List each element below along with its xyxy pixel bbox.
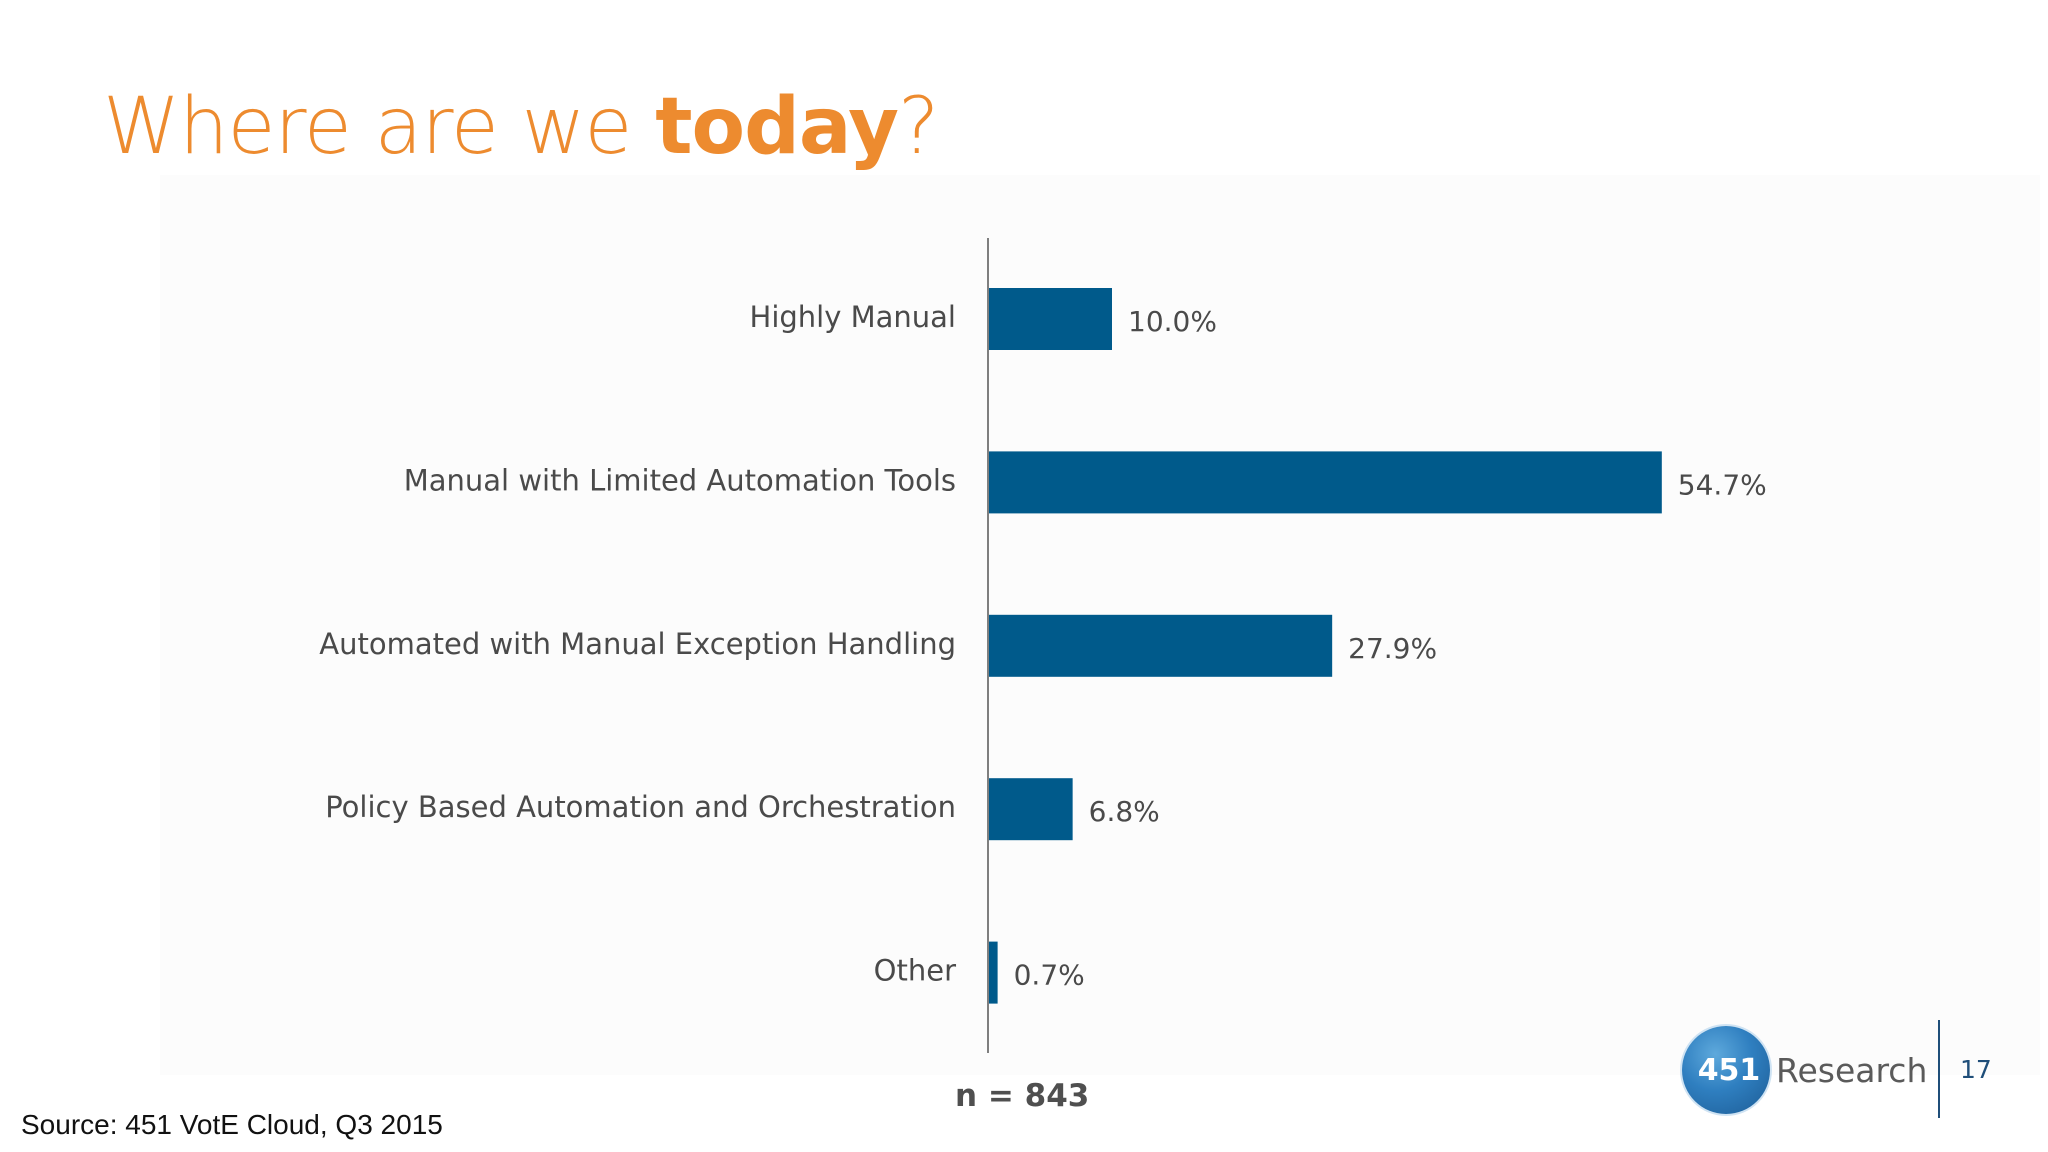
category-label: Other	[874, 954, 956, 988]
bar-value-label: 0.7%	[1014, 959, 1085, 992]
brand-divider	[1938, 1020, 1940, 1118]
bar	[989, 778, 1073, 841]
title-prefix: Where are we	[103, 82, 656, 172]
logo-number: 451	[1697, 1052, 1761, 1088]
page-number: 17	[1960, 1055, 1992, 1084]
brand-logo: 451 Research	[1682, 1022, 1927, 1118]
bar-value-label: 27.9%	[1348, 632, 1437, 665]
category-label: Manual with Limited Automation Tools	[404, 463, 956, 497]
title-emphasis: today	[655, 82, 899, 172]
title-suffix: ?	[898, 82, 939, 172]
source-note: Source: 451 VotE Cloud, Q3 2015	[21, 1109, 443, 1140]
bar-value-label: 10.0%	[1128, 305, 1217, 338]
bar	[989, 288, 1112, 350]
bar-value-label: 54.7%	[1678, 468, 1767, 501]
category-label: Automated with Manual Exception Handling	[319, 627, 956, 661]
451-research-logo-icon: 451	[1682, 1026, 1770, 1114]
bar	[989, 451, 1662, 514]
bar	[989, 614, 1333, 677]
slide-title: Where are we today?	[103, 82, 939, 172]
category-label: Policy Based Automation and Orchestratio…	[325, 790, 956, 824]
logo-wordmark: Research	[1776, 1050, 1928, 1090]
sample-size-label: n = 843	[955, 1078, 1090, 1114]
category-label: Highly Manual	[750, 300, 956, 334]
bar-value-label: 6.8%	[1089, 795, 1160, 828]
bar	[989, 941, 998, 1004]
